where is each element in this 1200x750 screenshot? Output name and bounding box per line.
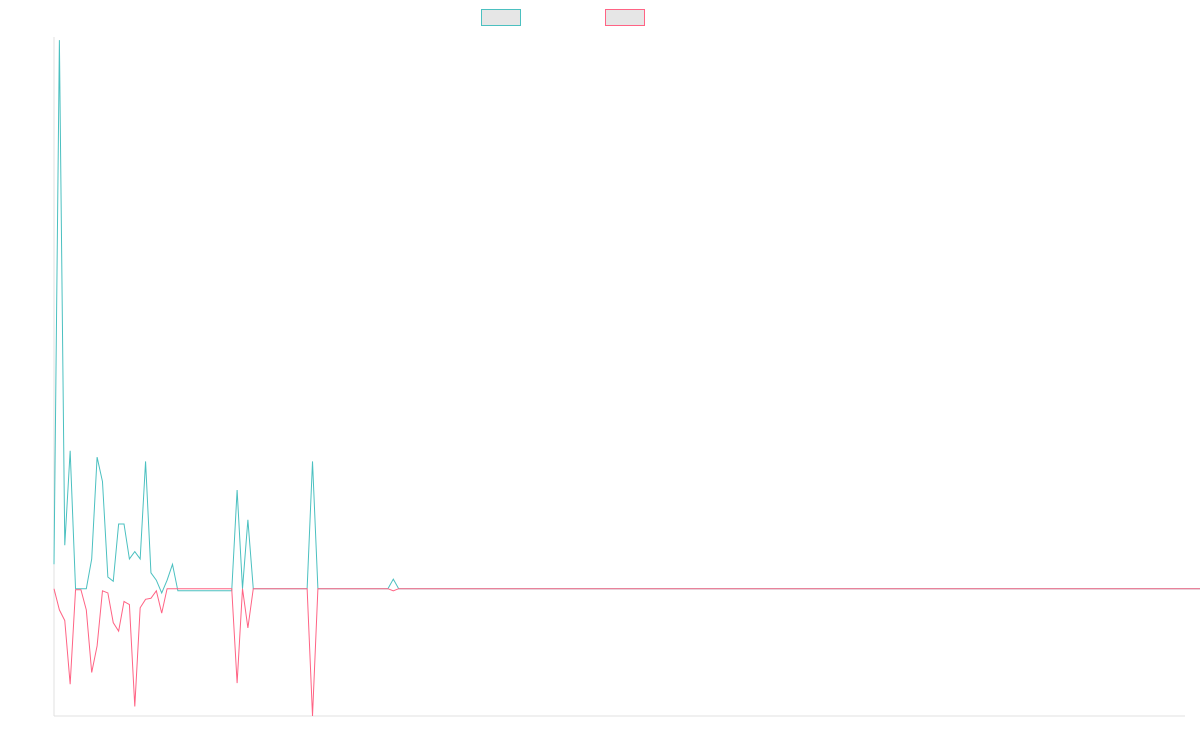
series-line-2 (53, 588, 1200, 717)
legend-swatch-series-1[interactable] (481, 9, 521, 26)
series-layer (53, 40, 1200, 717)
axes (53, 37, 1185, 717)
legend (481, 9, 645, 26)
series-line-1 (53, 40, 1200, 595)
legend-swatch-series-2[interactable] (605, 9, 645, 26)
